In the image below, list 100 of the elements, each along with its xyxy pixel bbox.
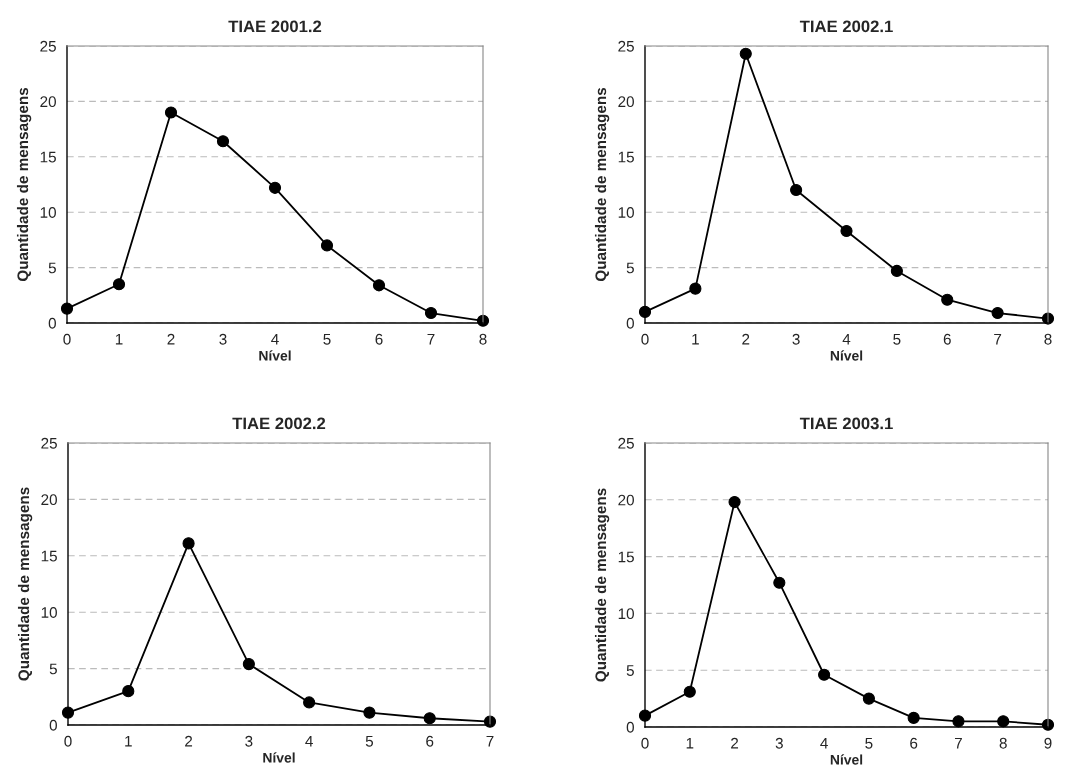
x-tick-label: 5: [865, 737, 873, 749]
point: [216, 135, 230, 148]
x-tick-label: 3: [792, 333, 800, 345]
chart-title: TIAE 2003.1: [799, 417, 893, 430]
y-tick-label: 0: [49, 719, 57, 731]
y-tick-label: 0: [626, 721, 634, 733]
point: [997, 715, 1010, 728]
x-tick-label: 5: [323, 333, 331, 345]
x-tick-label: 1: [115, 333, 123, 345]
x-tick-label: 4: [271, 333, 279, 345]
x-tick-label: 0: [641, 737, 649, 749]
y-tick-label: 15: [618, 151, 634, 163]
x-tick-label: 5: [893, 333, 901, 345]
x-tick-label: 2: [731, 737, 739, 749]
point: [773, 576, 786, 589]
point: [423, 712, 436, 725]
chart-title: TIAE 2002.2: [232, 417, 326, 430]
x-tick-label: 3: [219, 333, 227, 345]
x-tick-label: 0: [641, 333, 649, 345]
y-tick-label: 15: [41, 550, 57, 562]
point: [952, 715, 965, 728]
point: [739, 47, 752, 60]
point: [182, 537, 195, 550]
point: [320, 239, 334, 252]
y-tick-label: 0: [626, 317, 634, 329]
x-tick-label: 0: [63, 333, 71, 345]
point: [840, 224, 853, 238]
point: [941, 293, 954, 306]
y-tick-label: 20: [618, 96, 634, 108]
point: [991, 306, 1004, 320]
y-tick-label: 20: [618, 494, 634, 506]
x-tick-label: 8: [999, 737, 1007, 749]
x-tick-label: 2: [185, 735, 193, 747]
y-tick-label: 10: [40, 207, 56, 218]
chart-title: TIAE 2001.2: [228, 20, 322, 33]
point: [728, 496, 741, 509]
point: [890, 264, 903, 277]
y-tick-label: 25: [618, 437, 634, 449]
y-tick-label: 5: [48, 262, 56, 274]
x-tick-label: 2: [742, 333, 750, 345]
y-tick-label: 25: [40, 40, 56, 52]
x-tick-label: 1: [686, 737, 694, 749]
x-tick-label: 7: [994, 333, 1002, 345]
x-tick-label: 7: [486, 735, 494, 747]
point: [303, 696, 316, 709]
x-tick-label: 0: [64, 735, 72, 747]
point: [862, 692, 875, 705]
y-tick-label: 20: [41, 494, 57, 506]
point: [424, 306, 438, 320]
chart-title: TIAE 2002.1: [799, 20, 893, 33]
x-tick-label: 2: [167, 333, 175, 345]
x-tick-label: 6: [943, 333, 951, 345]
point: [907, 711, 920, 724]
point: [112, 278, 126, 291]
x-tick-label: 1: [692, 333, 699, 345]
y-tick-label: 15: [618, 551, 634, 563]
x-tick-label: 8: [1044, 333, 1052, 345]
y-tick-label: 20: [40, 96, 56, 108]
y-tick-label: 5: [626, 262, 634, 274]
x-tick-label: 7: [954, 737, 962, 749]
point: [790, 183, 803, 197]
x-axis-title: Nível: [830, 754, 863, 765]
x-tick-label: 7: [427, 333, 435, 345]
y-tick-label: 25: [618, 40, 634, 52]
y-axis-title: Quantidade de mensagens: [594, 87, 610, 282]
x-tick-label: 8: [479, 333, 487, 345]
x-axis-title: Nível: [259, 350, 291, 361]
x-tick-label: 4: [820, 737, 828, 749]
y-tick-label: 25: [41, 437, 57, 449]
x-tick-label: 4: [305, 735, 313, 747]
x-tick-label: 6: [426, 735, 434, 747]
point: [122, 685, 135, 698]
x-axis-title: Nível: [830, 350, 863, 361]
y-tick-label: 0: [48, 317, 56, 329]
x-tick-label: 1: [125, 735, 132, 747]
y-axis-title: Quantidade de mensagens: [17, 487, 33, 681]
x-tick-label: 9: [1044, 737, 1052, 749]
x-axis-title: Nível: [263, 752, 295, 763]
y-tick-label: 10: [618, 207, 634, 218]
point: [689, 282, 702, 295]
y-tick-label: 10: [41, 607, 57, 618]
x-tick-label: 3: [775, 737, 783, 749]
y-axis-title: Quantidade de mensagens: [16, 87, 32, 282]
y-tick-label: 5: [626, 665, 634, 676]
y-tick-label: 10: [618, 608, 634, 620]
point: [683, 685, 696, 698]
point: [242, 658, 255, 671]
x-tick-label: 4: [842, 333, 851, 345]
y-tick-label: 15: [40, 151, 56, 163]
x-tick-label: 6: [375, 333, 383, 345]
x-tick-label: 3: [245, 735, 253, 747]
point: [818, 668, 831, 681]
point: [164, 106, 178, 119]
point: [363, 706, 376, 719]
point: [372, 279, 386, 292]
y-axis-title: Quantidade de mensagens: [594, 488, 610, 682]
y-tick-label: 5: [49, 663, 57, 675]
x-tick-label: 6: [910, 737, 918, 749]
x-tick-label: 5: [365, 735, 374, 747]
point: [268, 181, 282, 194]
